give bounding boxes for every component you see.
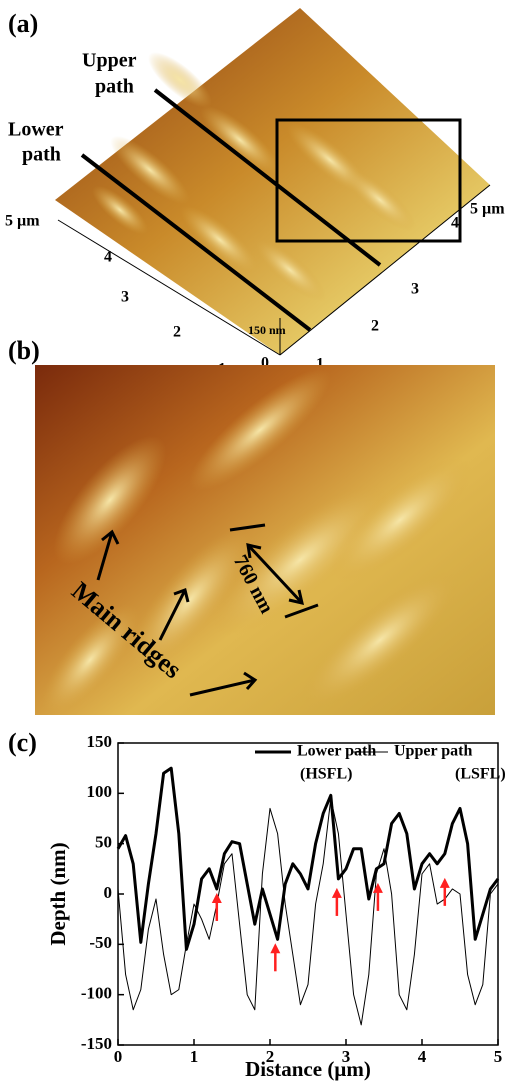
x-tick-label: 0 — [114, 1047, 123, 1066]
y-tick-label: 50 — [95, 833, 112, 852]
axis-unit: 5 µm — [470, 201, 505, 218]
tick-label: 2 — [371, 318, 379, 335]
legend-sublabel: (LSFL) — [455, 766, 506, 783]
legend-sublabel: (HSFL) — [300, 766, 352, 783]
page: (a) Upper path Lower path 5 µm 5 µm 150 … — [0, 0, 525, 1083]
tick-label: 3 — [411, 281, 419, 298]
y-tick-label: -50 — [89, 933, 112, 952]
tick-label: 4 — [104, 249, 112, 266]
annotation: Upper — [82, 50, 137, 72]
annotation: path — [22, 144, 61, 166]
annotation: path — [95, 76, 134, 98]
figure: (a) Upper path Lower path 5 µm 5 µm 150 … — [0, 0, 525, 1083]
y-tick-label: -150 — [81, 1034, 112, 1053]
arrow-head — [332, 888, 342, 898]
x-tick-label: 1 — [190, 1047, 199, 1066]
y-tick-label: 150 — [87, 732, 113, 751]
panel-label: (a) — [8, 9, 38, 38]
series-line — [118, 798, 498, 1025]
annotation: Lower — [8, 119, 64, 141]
x-tick-label: 4 — [418, 1047, 427, 1066]
y-tick-label: -100 — [81, 984, 112, 1003]
arrow-head — [440, 878, 450, 888]
axis-unit: 5 µm — [5, 213, 40, 230]
y-axis-title: Depth (nm) — [46, 842, 70, 945]
panel-label: (c) — [8, 728, 37, 757]
tick-label: 3 — [121, 289, 129, 306]
x-axis-title: Distance (µm) — [245, 1057, 371, 1081]
series-line — [118, 768, 498, 949]
legend-label: Upper path — [394, 743, 472, 760]
arrow-head — [373, 883, 383, 893]
arrow-head — [270, 943, 280, 953]
panel-label: (b) — [8, 336, 40, 365]
y-tick-label: 100 — [87, 782, 113, 801]
tick-label: 4 — [451, 215, 459, 232]
legend-label: Lower path — [297, 743, 376, 760]
tick-label: 2 — [173, 324, 181, 341]
arrow-head — [212, 893, 222, 903]
x-tick-label: 5 — [494, 1047, 503, 1066]
axis-unit: 150 nm — [248, 323, 286, 337]
y-tick-label: 0 — [104, 883, 113, 902]
